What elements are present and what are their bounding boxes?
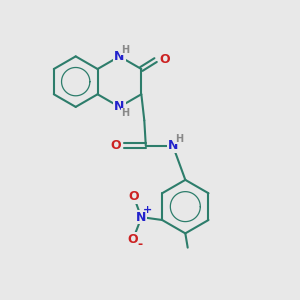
Text: H: H (175, 134, 183, 144)
Text: H: H (121, 45, 130, 55)
Text: O: O (128, 232, 138, 245)
Text: N: N (114, 100, 124, 113)
Text: -: - (137, 238, 142, 251)
Text: O: O (110, 139, 121, 152)
Text: +: + (143, 205, 152, 215)
Text: N: N (136, 211, 146, 224)
Text: O: O (128, 190, 139, 203)
Text: O: O (159, 53, 170, 66)
Text: N: N (168, 139, 178, 152)
Text: H: H (121, 108, 130, 118)
Text: N: N (114, 50, 124, 63)
